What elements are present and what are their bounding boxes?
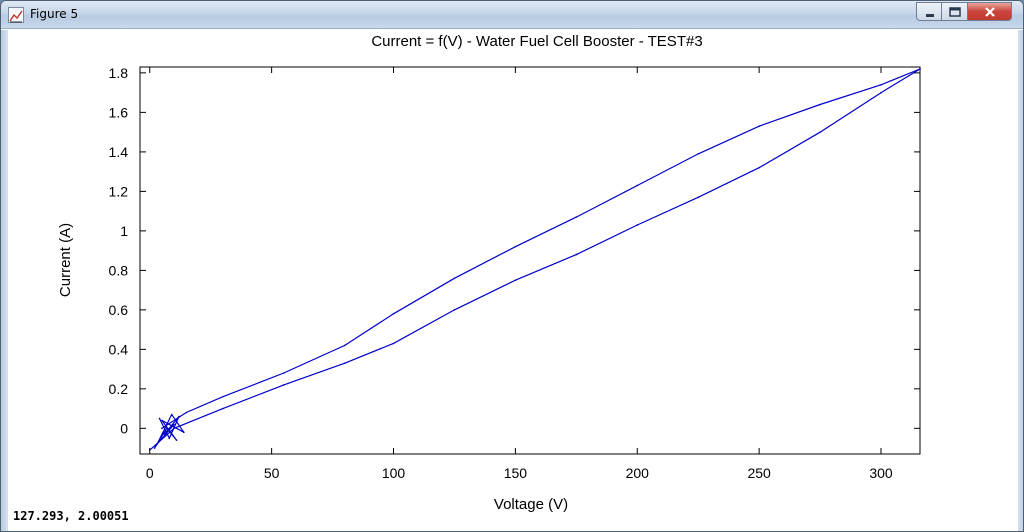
data-point [697, 153, 699, 155]
x-axis-label: Voltage (V) [494, 496, 568, 513]
data-point [283, 372, 285, 374]
data-point [161, 427, 163, 430]
data-point [575, 216, 578, 218]
data-point [161, 419, 163, 422]
data-point [283, 384, 285, 386]
data-point [880, 83, 882, 86]
data-point [153, 447, 156, 449]
data-point [392, 342, 395, 345]
y-tick-label: 1 [120, 223, 128, 239]
data-point [183, 431, 185, 434]
data-point [175, 439, 178, 441]
data-point [178, 415, 180, 418]
data-point [453, 277, 456, 280]
close-icon [985, 7, 995, 17]
data-point [168, 437, 171, 440]
data-point [173, 423, 175, 426]
y-axis-label: Current (A) [57, 223, 74, 297]
ticks-layer: 0 50 100 150 200 250 300 0 0.2 0.4 0.6 0.8 1 1.2 1.4 1.… [109, 65, 920, 481]
series-layer [148, 68, 921, 451]
window-frame-right [1018, 30, 1023, 531]
chart-title: Current = f(V) - Water Fuel Cell Booster… [371, 33, 702, 50]
maximize-button[interactable] [942, 2, 968, 21]
data-point [819, 103, 821, 106]
minimize-button[interactable] [916, 2, 942, 21]
data-point [880, 91, 882, 94]
data-point [185, 411, 188, 414]
data-point [222, 407, 224, 410]
data-point [758, 166, 760, 169]
y-tick-label: 1.2 [109, 183, 129, 199]
data-point [156, 443, 158, 445]
y-tick-label: 1.8 [109, 65, 129, 81]
x-tick-label: 100 [382, 465, 406, 481]
x-tick-label: 150 [504, 465, 528, 481]
data-point [170, 413, 173, 416]
data-point [514, 245, 517, 248]
window-title: Figure 5 [30, 7, 79, 21]
data-point [453, 309, 456, 311]
figure-app-icon [8, 7, 24, 23]
data-point [222, 395, 224, 398]
title-bar[interactable]: Figure 5 [1, 1, 1023, 29]
y-tick-label: 0.4 [109, 341, 129, 357]
y-tick-label: 0.8 [109, 262, 129, 278]
data-point [636, 184, 639, 187]
data-point [514, 279, 517, 282]
data-point [343, 362, 346, 364]
data-point [636, 224, 639, 226]
x-tick-label: 50 [264, 465, 280, 481]
y-tick-label: 0 [120, 420, 128, 436]
data-point [166, 427, 168, 430]
data-point [919, 68, 921, 70]
x-tick-label: 250 [747, 465, 771, 481]
data-point [343, 344, 346, 347]
series-line-3 [154, 413, 185, 449]
minimize-icon [926, 14, 934, 17]
plot-area[interactable] [139, 66, 921, 455]
coordinate-readout: 127.293, 2.00051 [13, 509, 129, 523]
y-tick-label: 1.6 [109, 104, 129, 120]
x-tick-label: 300 [869, 465, 893, 481]
x-tick-label: 0 [146, 465, 154, 481]
data-point [163, 433, 166, 436]
data-point [575, 253, 578, 256]
y-tick-label: 1.4 [109, 144, 129, 160]
data-point [158, 417, 161, 420]
maximize-icon [949, 7, 961, 17]
data-point [758, 125, 760, 128]
y-tick-label: 0.6 [109, 302, 129, 318]
y-tick-label: 0.2 [109, 381, 129, 397]
data-point [819, 131, 821, 133]
close-button[interactable] [968, 2, 1012, 21]
x-tick-label: 200 [626, 465, 650, 481]
data-point [697, 196, 699, 199]
data-point [392, 313, 395, 315]
window-frame-left [1, 30, 8, 531]
